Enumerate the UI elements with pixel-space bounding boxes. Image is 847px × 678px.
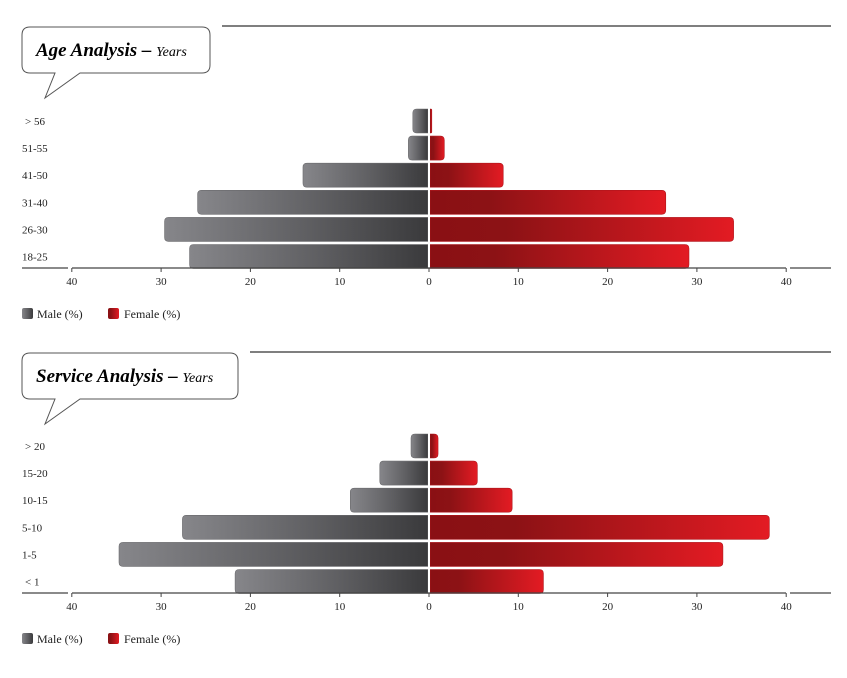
male-bar — [197, 190, 429, 215]
chart-title: Service Analysis – Years — [36, 366, 214, 387]
tick-label: 30 — [691, 276, 703, 288]
male-bar — [350, 487, 429, 513]
tick-label: 30 — [156, 276, 168, 288]
male-bar — [410, 433, 429, 459]
tick-label: 10 — [513, 601, 525, 613]
category-label: 5-10 — [22, 522, 43, 534]
male-bar — [182, 515, 429, 540]
male-bar — [412, 108, 429, 134]
chart-service-analysis: Service Analysis – Years > 20 15-20 10-15 5-… — [21, 351, 831, 646]
male-bar — [164, 217, 429, 242]
tick-label: 20 — [602, 601, 614, 613]
legend-male-swatch — [22, 633, 33, 644]
category-label: 15-20 — [22, 468, 48, 480]
category-label: 31-40 — [22, 197, 48, 209]
tick-label: 0 — [426, 276, 432, 288]
tick-label: 40 — [781, 276, 793, 288]
legend-female-label: Female (%) — [124, 307, 180, 321]
tick-label: 40 — [66, 601, 78, 613]
female-bar — [429, 487, 513, 513]
title-callout — [21, 352, 239, 426]
female-bar — [429, 135, 445, 161]
female-bar — [429, 433, 439, 459]
legend-male-swatch — [22, 308, 33, 319]
chart-title-main: Age Analysis — [35, 40, 137, 61]
category-label: 26-30 — [22, 224, 48, 236]
category-label: > 56 — [25, 116, 45, 128]
legend-female-swatch — [108, 308, 119, 319]
chart-title: Age Analysis – Years — [35, 40, 187, 61]
tick-label: 40 — [66, 276, 78, 288]
category-label: 1-5 — [22, 549, 37, 561]
chart-subtitle: Years — [183, 371, 214, 386]
male-bar — [302, 162, 429, 188]
tick-label: 10 — [334, 276, 346, 288]
female-bar — [429, 217, 734, 242]
chart-subtitle: Years — [156, 45, 187, 60]
category-label: 51-55 — [22, 143, 48, 155]
female-bar — [429, 190, 667, 215]
title-callout — [21, 26, 211, 100]
male-bar — [234, 569, 429, 594]
chart-title-main: Service Analysis — [36, 366, 164, 387]
category-label: 18-25 — [22, 252, 48, 264]
tick-label: 10 — [513, 276, 525, 288]
tick-label: 20 — [245, 276, 257, 288]
female-bar — [429, 515, 770, 540]
category-label: 10-15 — [22, 495, 48, 507]
female-bar — [429, 162, 504, 188]
female-bar — [429, 460, 478, 486]
female-bar — [429, 569, 544, 594]
category-label: < 1 — [25, 577, 39, 589]
tick-label: 30 — [156, 601, 168, 613]
title-dash: – — [164, 366, 183, 387]
tick-label: 10 — [334, 601, 346, 613]
male-bar — [379, 460, 429, 486]
male-bar — [189, 244, 429, 269]
female-bar — [429, 542, 724, 567]
tick-label: 20 — [602, 276, 614, 288]
chart-age-analysis: Age Analysis – Years > 56 51-55 41-50 31-40 2… — [21, 25, 831, 321]
category-label: > 20 — [25, 441, 45, 453]
male-bar — [408, 135, 429, 161]
category-label: 41-50 — [22, 170, 48, 182]
legend-female-swatch — [108, 633, 119, 644]
tick-label: 20 — [245, 601, 257, 613]
tick-label: 0 — [426, 601, 432, 613]
tick-label: 30 — [691, 601, 703, 613]
legend-male-label: Male (%) — [37, 632, 83, 646]
tick-label: 40 — [781, 601, 793, 613]
male-bar — [118, 542, 429, 567]
female-bar — [429, 244, 690, 269]
legend-male-label: Male (%) — [37, 307, 83, 321]
female-bar — [429, 108, 433, 134]
title-dash: – — [137, 40, 156, 61]
legend-female-label: Female (%) — [124, 632, 180, 646]
